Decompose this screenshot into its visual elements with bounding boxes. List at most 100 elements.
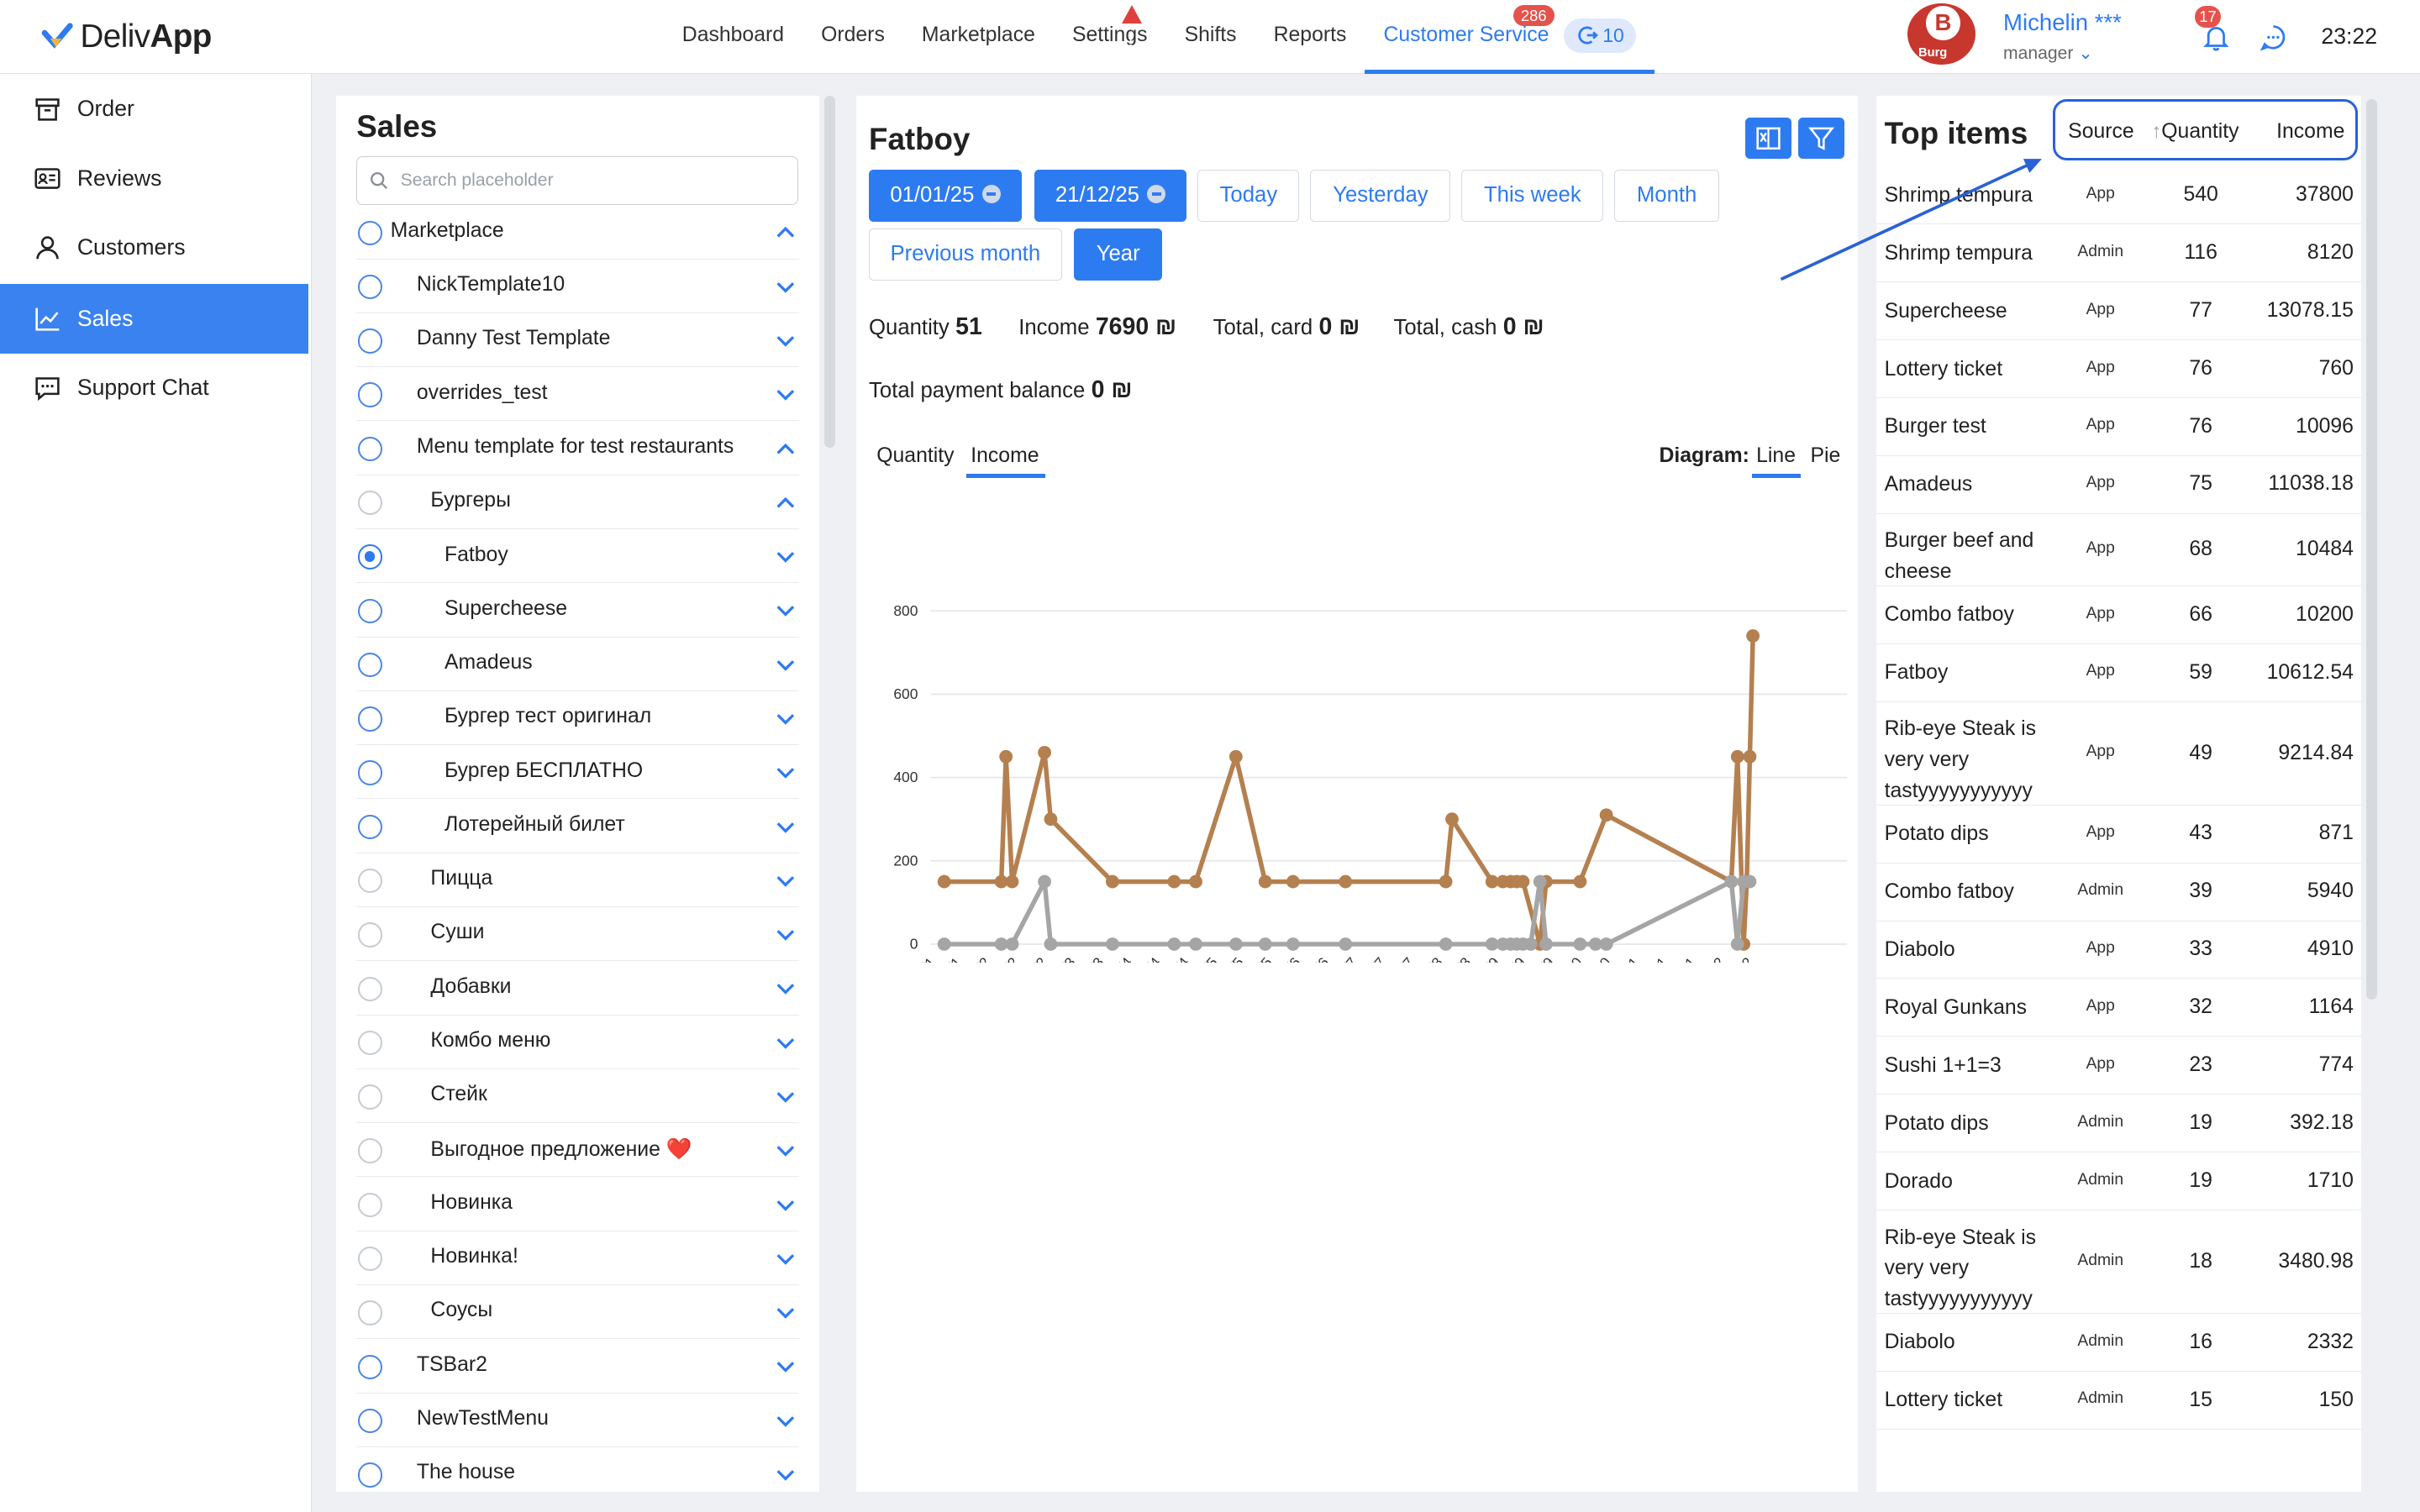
tree-item-radio[interactable]: [358, 328, 383, 354]
table-row[interactable]: Sushi 1+1=3 App 23 774: [1876, 1037, 2362, 1095]
chevron-down-icon[interactable]: [775, 924, 797, 946]
tree-item-radio[interactable]: [358, 814, 383, 840]
tree-item-radio[interactable]: [358, 1354, 383, 1379]
top-items-scrollbar[interactable]: [2365, 98, 2377, 1000]
sidebar-item-customers[interactable]: Customers: [0, 213, 308, 282]
tree-item[interactable]: Бургер БЕСПЛАТНО: [356, 745, 800, 800]
chevron-down-icon[interactable]: [775, 1140, 797, 1162]
range-month-button[interactable]: Month: [1614, 170, 1720, 223]
tree-item-radio[interactable]: [358, 544, 383, 570]
app-logo[interactable]: DelivApp: [40, 15, 212, 58]
tree-item[interactable]: TSBar2: [356, 1339, 800, 1394]
tree-item[interactable]: Новинка!: [356, 1231, 800, 1285]
chevron-down-icon[interactable]: [775, 546, 797, 568]
chevron-down-icon[interactable]: [775, 1086, 797, 1108]
date-from-chip[interactable]: 01/01/25: [869, 170, 1022, 223]
chevron-up-icon[interactable]: [775, 438, 797, 460]
tree-item[interactable]: Бургеры: [356, 475, 800, 529]
chevron-down-icon[interactable]: [775, 654, 797, 676]
tree-item[interactable]: Пицца: [356, 853, 800, 907]
tree-item-radio[interactable]: [358, 220, 383, 245]
tree-item[interactable]: Supercheese: [356, 583, 800, 638]
tree-item-radio[interactable]: [358, 1138, 383, 1163]
tree-item-radio[interactable]: [358, 1408, 383, 1434]
filter-button[interactable]: [1797, 117, 1844, 160]
chevron-down-icon[interactable]: [775, 1194, 797, 1216]
tree-item-radio[interactable]: [358, 274, 383, 300]
tree-item[interactable]: Amadeus: [356, 638, 800, 691]
tree-item-radio[interactable]: [358, 976, 383, 1001]
remove-date-from-icon[interactable]: [981, 184, 1001, 203]
tree-item[interactable]: Соусы: [356, 1285, 800, 1340]
sidebar-item-support-chat[interactable]: Support Chat: [0, 354, 308, 423]
range-today-button[interactable]: Today: [1197, 170, 1300, 223]
tree-item-radio[interactable]: [358, 869, 383, 894]
chevron-down-icon[interactable]: [775, 384, 797, 406]
tab-quantity[interactable]: Quantity: [876, 444, 955, 467]
chevron-down-icon[interactable]: [775, 816, 797, 838]
sales-scrollbar[interactable]: [823, 95, 835, 448]
tree-item-radio[interactable]: [358, 1192, 383, 1218]
tree-item-radio[interactable]: [358, 1300, 383, 1326]
tree-item-radio[interactable]: [358, 1247, 383, 1272]
table-row[interactable]: Combo fatboy Admin 39 5940: [1876, 864, 2362, 921]
chevron-down-icon[interactable]: [775, 1248, 797, 1270]
column-quantity[interactable]: ↑Quantity: [2151, 120, 2239, 144]
range-yesterday-button[interactable]: Yesterday: [1310, 170, 1451, 223]
table-row[interactable]: Rib-eye Steak is very very tastyyyyyyyyy…: [1876, 1210, 2362, 1314]
tree-item[interactable]: The house: [356, 1447, 799, 1492]
user-name[interactable]: Michelin ***: [2003, 9, 2122, 36]
nav-shifts[interactable]: Shifts: [1184, 24, 1237, 46]
chevron-down-icon[interactable]: [775, 1032, 797, 1054]
table-row[interactable]: Rib-eye Steak is very very tastyyyyyyyyy…: [1876, 702, 2362, 806]
chevron-down-icon[interactable]: [775, 600, 797, 622]
bell-icon[interactable]: [2201, 22, 2232, 53]
nav-customer-service[interactable]: Customer Service 286 10: [1365, 0, 1655, 75]
remove-date-to-icon[interactable]: [1147, 184, 1166, 203]
table-row[interactable]: Potato dips App 43 871: [1876, 806, 2362, 864]
search-input[interactable]: [397, 169, 768, 192]
chevron-down-icon[interactable]: [775, 330, 797, 352]
tree-item[interactable]: Fatboy: [356, 529, 800, 584]
table-row[interactable]: Potato dips Admin 19 392.18: [1876, 1095, 2362, 1152]
chevron-up-icon[interactable]: [775, 222, 797, 244]
tree-item[interactable]: NewTestMenu: [356, 1394, 800, 1447]
tree-item[interactable]: Добавки: [356, 961, 800, 1016]
sidebar-item-sales[interactable]: Sales: [0, 283, 309, 354]
column-income[interactable]: Income: [2276, 120, 2345, 144]
tree-item[interactable]: Danny Test Template: [356, 313, 800, 368]
table-row[interactable]: Supercheese App 77 13078.15: [1876, 282, 2362, 340]
table-row[interactable]: Burger test App 76 10096: [1876, 398, 2362, 456]
tree-item[interactable]: Стейк: [356, 1069, 800, 1124]
tab-income[interactable]: Income: [965, 444, 1045, 479]
range-year-button[interactable]: Year: [1074, 228, 1163, 281]
nav-settings[interactable]: Settings !: [1054, 0, 1166, 74]
chevron-down-icon[interactable]: [775, 1302, 797, 1324]
tree-item[interactable]: overrides_test: [356, 367, 800, 422]
tree-item-radio[interactable]: [358, 652, 383, 678]
tree-item-radio[interactable]: [358, 922, 383, 948]
diagram-pie-option[interactable]: Pie: [1810, 444, 1841, 467]
tree-item[interactable]: Суши: [356, 907, 800, 962]
chevron-down-icon[interactable]: [775, 1410, 797, 1432]
tree-item[interactable]: Лотерейный билет: [356, 799, 800, 853]
tree-item-radio[interactable]: [358, 706, 383, 732]
chat-icon[interactable]: [2258, 22, 2289, 53]
nav-marketplace[interactable]: Marketplace: [921, 24, 1035, 46]
table-row[interactable]: Diabolo App 33 4910: [1876, 921, 2362, 979]
chevron-down-icon[interactable]: [775, 870, 797, 892]
tree-item[interactable]: NickTemplate10: [356, 260, 800, 313]
sidebar-item-reviews[interactable]: Reviews: [0, 144, 308, 213]
chevron-up-icon[interactable]: [775, 492, 797, 514]
table-row[interactable]: Combo fatboy App 66 10200: [1876, 586, 2362, 644]
tree-item-radio[interactable]: [358, 760, 383, 785]
table-row[interactable]: Amadeus App 75 11038.18: [1876, 456, 2362, 514]
table-row[interactable]: Dorado Admin 19 1710: [1876, 1152, 2362, 1210]
nav-dashboard[interactable]: Dashboard: [681, 24, 785, 46]
tree-item[interactable]: Menu template for test restaurants: [356, 421, 800, 475]
chevron-down-icon[interactable]: [775, 708, 797, 730]
tree-item-radio[interactable]: [358, 1462, 383, 1488]
tree-item[interactable]: Marketplace: [356, 205, 800, 260]
tree-item[interactable]: Комбо меню: [356, 1016, 800, 1069]
tree-item[interactable]: Новинка: [356, 1177, 800, 1231]
